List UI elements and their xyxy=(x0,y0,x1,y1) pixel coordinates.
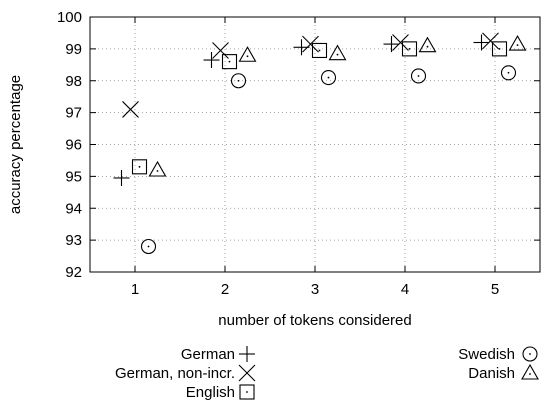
y-tick-label: 92 xyxy=(65,264,82,281)
triangle-dot xyxy=(516,44,519,46)
triangle-outline xyxy=(508,34,527,51)
x-tick-label: 2 xyxy=(221,281,229,298)
square-outline xyxy=(239,384,255,400)
circle-dot xyxy=(529,353,531,355)
data-point-triangle xyxy=(508,34,527,51)
data-point-cross xyxy=(122,101,139,118)
y-tick-label: 100 xyxy=(57,9,82,26)
legend-marker-triangle xyxy=(521,363,539,380)
circle-dot xyxy=(507,71,510,74)
data-point-triangle xyxy=(328,44,347,61)
x-axis-title: number of tokens considered xyxy=(218,312,411,329)
square-dot xyxy=(408,47,411,50)
square-outline xyxy=(131,159,148,175)
x-tick-label: 5 xyxy=(491,281,499,298)
square-outline xyxy=(221,54,238,70)
legend-label: Swedish xyxy=(458,346,515,363)
data-point-triangle xyxy=(418,36,437,53)
data-point-square xyxy=(221,54,238,70)
y-tick-label: 98 xyxy=(65,73,82,90)
triangle-outline xyxy=(148,160,167,177)
x-tick-label: 3 xyxy=(311,281,319,298)
triangle-dot xyxy=(336,53,339,56)
legend-marker-plus xyxy=(239,346,255,362)
data-point-circle xyxy=(140,238,157,255)
data-point-cross xyxy=(302,35,319,53)
data-point-square xyxy=(401,41,418,57)
x-tick-label: 4 xyxy=(401,281,409,298)
data-point-square xyxy=(131,159,148,175)
data-point-triangle xyxy=(148,160,167,177)
triangle-outline xyxy=(521,363,539,380)
square-dot xyxy=(228,60,231,63)
triangle-outline xyxy=(418,36,437,53)
y-tick-label: 97 xyxy=(65,105,82,122)
legend-label: German, non-incr. xyxy=(115,365,235,382)
legend-label: German xyxy=(181,346,235,363)
axis-ticks: 92 93 94 95 96 97 98 99 100 1 2 3 4 5 xyxy=(57,9,540,298)
y-tick-label: 96 xyxy=(65,137,82,154)
triangle-dot xyxy=(156,170,159,172)
square-dot xyxy=(138,165,141,168)
cross-stroke xyxy=(482,32,499,50)
circle-dot xyxy=(417,75,420,77)
grid-lines xyxy=(90,17,540,272)
cross-stroke xyxy=(212,42,229,59)
triangle-outline xyxy=(238,46,257,62)
triangle-dot xyxy=(529,373,531,375)
circle-outline xyxy=(410,68,427,84)
square-outline xyxy=(311,42,328,59)
legend-label: Danish xyxy=(468,365,515,382)
square-outline xyxy=(401,41,418,57)
circle-outline xyxy=(500,65,517,81)
y-tick-label: 95 xyxy=(65,168,82,185)
data-point-cross xyxy=(482,32,499,50)
data-point-circle xyxy=(410,68,427,84)
circle-dot xyxy=(327,76,330,79)
y-tick-label: 99 xyxy=(65,41,82,58)
legend-marker-circle xyxy=(522,346,538,362)
legend-marker-square xyxy=(239,384,255,400)
circle-dot xyxy=(147,245,150,248)
data-point-circle xyxy=(500,65,517,81)
circle-outline xyxy=(140,238,157,255)
data-point-cross xyxy=(392,34,409,51)
triangle-dot xyxy=(246,55,249,58)
data-point-circle xyxy=(320,70,337,86)
data-point-cross xyxy=(212,42,229,59)
legend: German German, non-incr. English Swedish Dan… xyxy=(115,346,539,401)
data-point-triangle xyxy=(238,46,257,62)
circle-outline xyxy=(320,70,337,86)
cross-stroke xyxy=(392,34,409,51)
data-point-square xyxy=(491,41,508,57)
data-point-plus xyxy=(113,169,130,186)
data-point-plus xyxy=(383,36,400,53)
square-dot xyxy=(246,391,248,393)
circle-dot xyxy=(237,79,240,82)
y-axis-title: accuracy percentage xyxy=(7,75,24,214)
triangle-dot xyxy=(426,45,429,48)
square-outline xyxy=(491,41,508,57)
circle-outline xyxy=(230,73,247,89)
data-points xyxy=(113,32,527,255)
legend-marker-cross xyxy=(238,364,256,382)
cross-stroke xyxy=(122,101,139,118)
data-point-plus xyxy=(473,34,490,51)
circle-outline xyxy=(522,346,538,362)
data-point-square xyxy=(311,42,328,59)
y-tick-label: 93 xyxy=(65,232,82,249)
cross-stroke xyxy=(302,35,319,53)
data-point-plus xyxy=(203,52,220,69)
legend-label: English xyxy=(186,384,235,401)
square-dot xyxy=(318,49,321,52)
data-point-circle xyxy=(230,73,247,89)
y-tick-label: 94 xyxy=(65,200,82,217)
triangle-outline xyxy=(328,44,347,61)
x-tick-label: 1 xyxy=(131,281,139,298)
square-dot xyxy=(498,47,501,50)
cross-stroke xyxy=(238,364,256,382)
